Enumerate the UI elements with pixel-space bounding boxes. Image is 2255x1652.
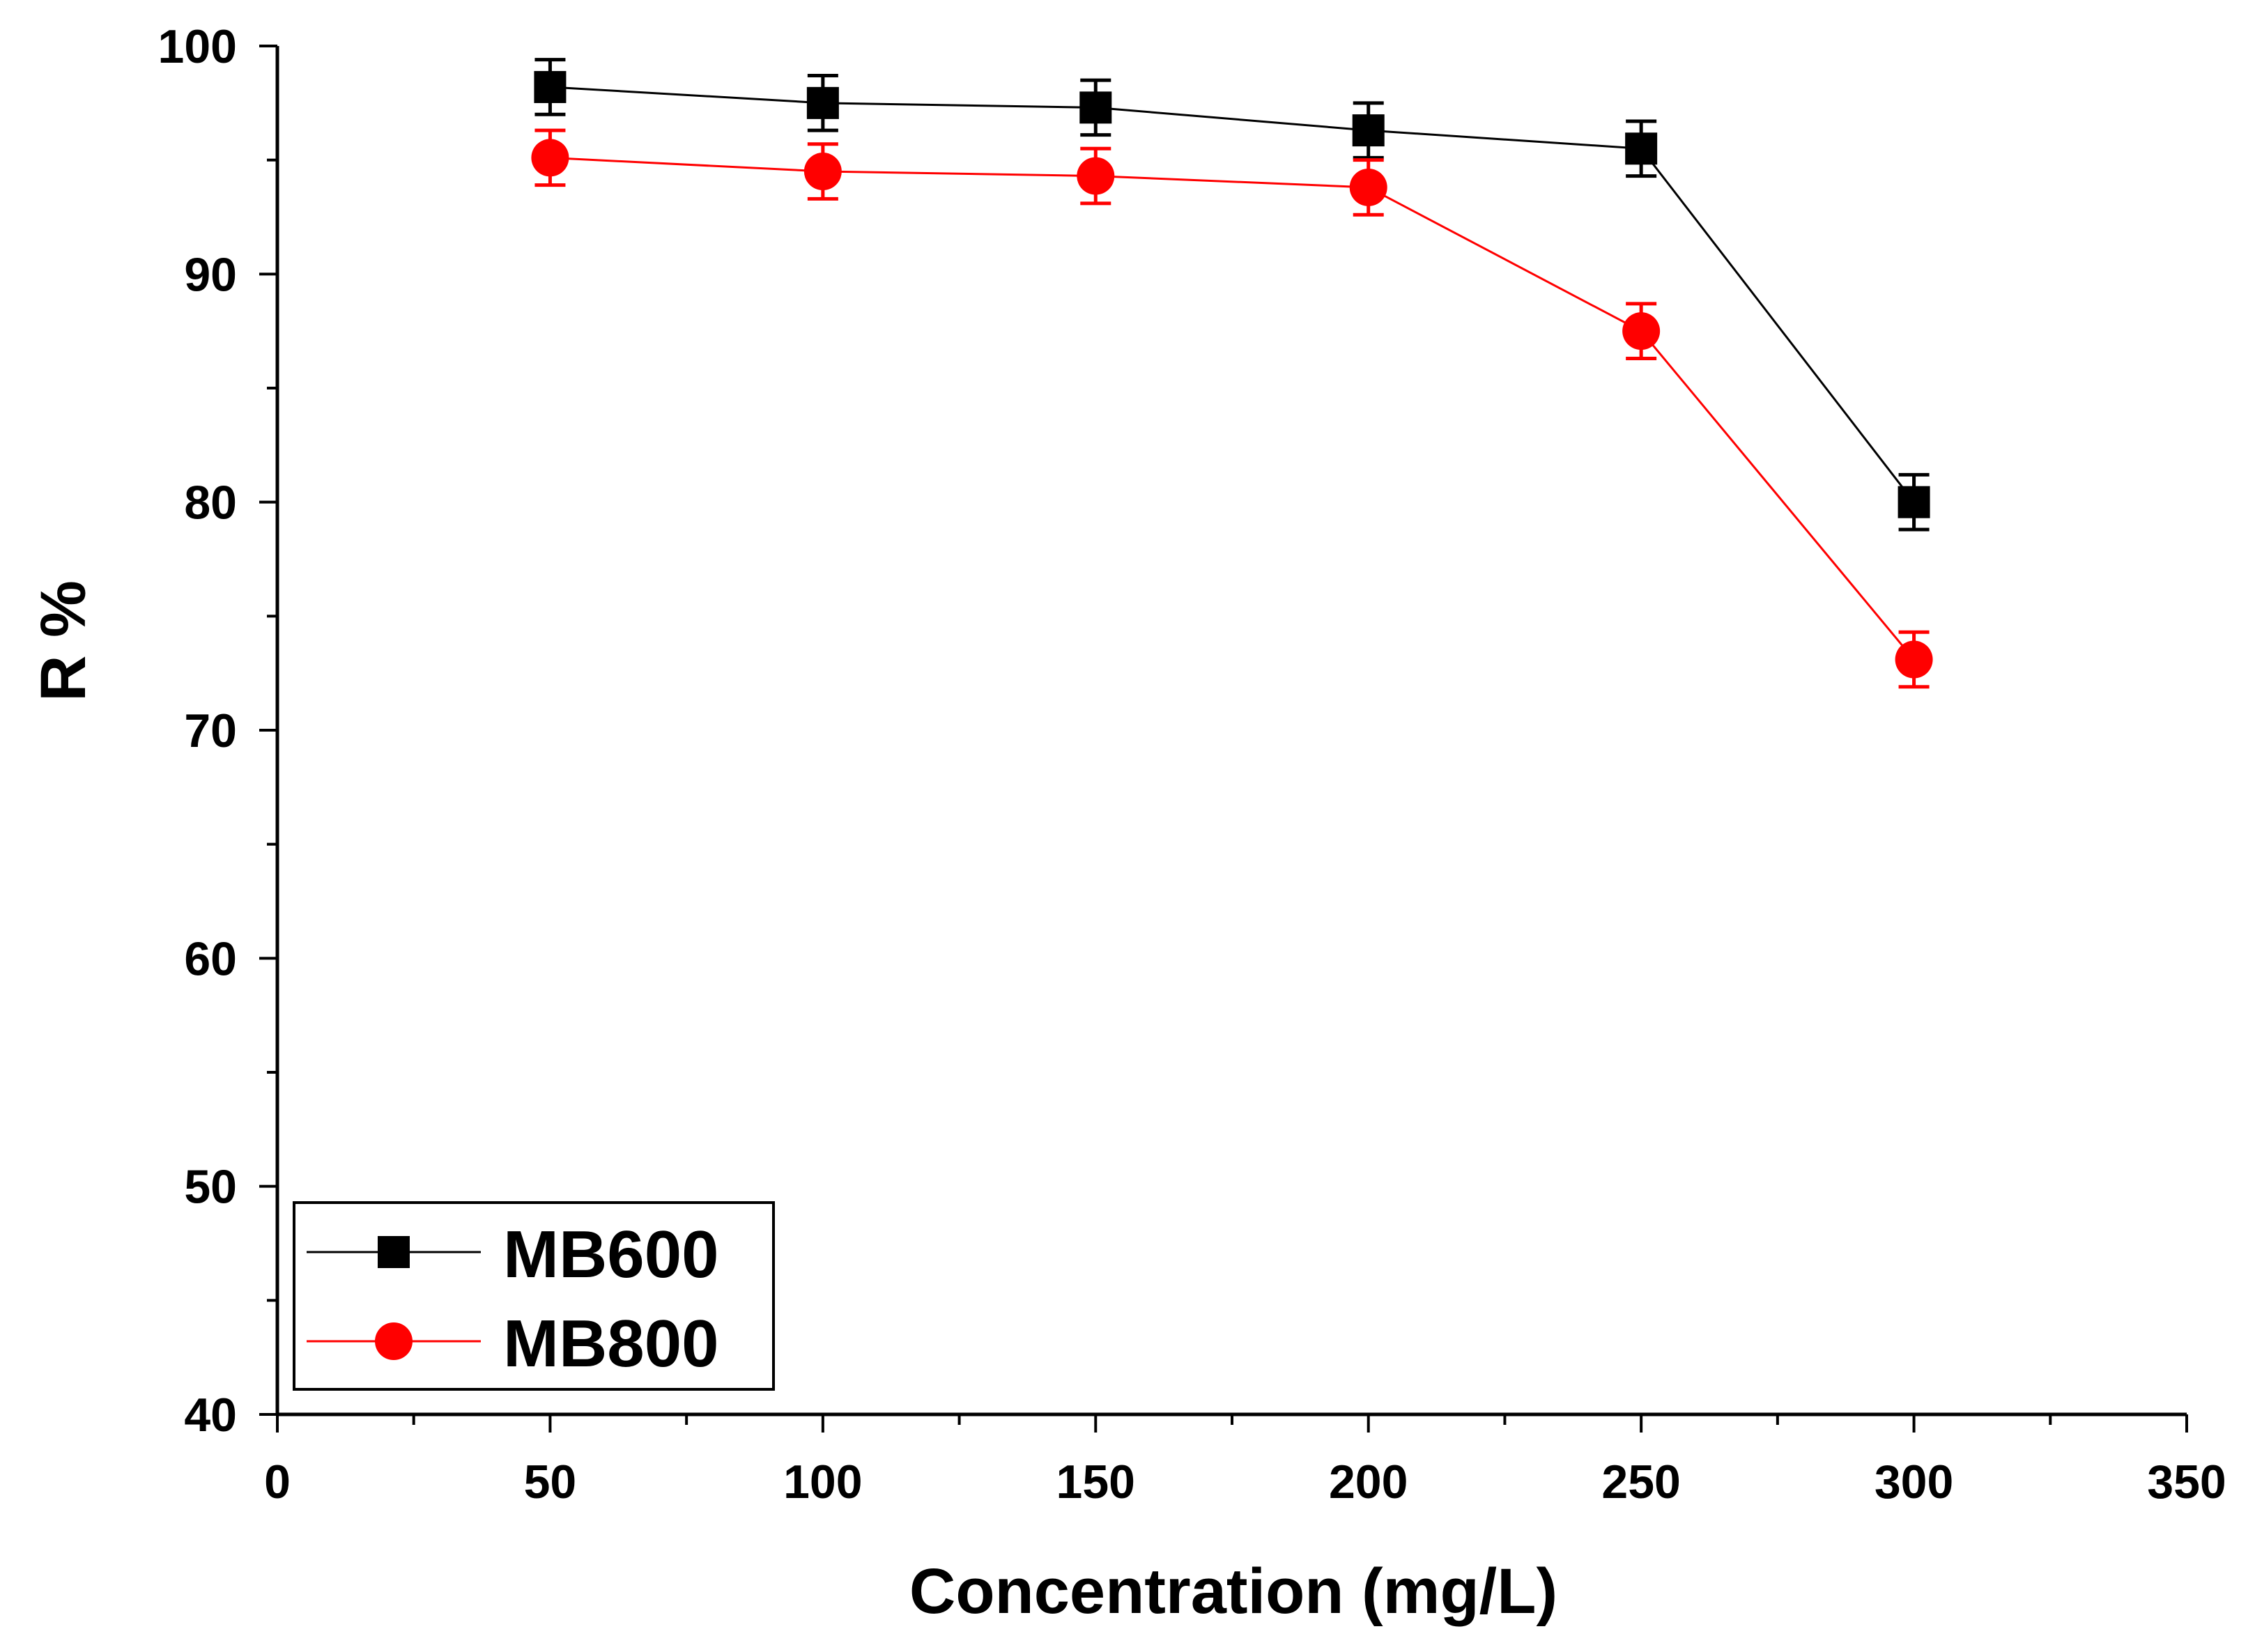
data-point [531,139,569,177]
y-tick-label: 60 [184,932,237,985]
x-tick-label: 250 [1601,1456,1680,1508]
data-point [1898,486,1930,518]
data-point [1352,114,1385,147]
series-MB800 [531,128,1933,689]
series-MB600 [534,58,1930,532]
y-tick-label: 100 [158,20,237,73]
x-tick-label: 100 [783,1456,862,1508]
x-tick-label: 200 [1329,1456,1408,1508]
legend-box [293,1201,775,1391]
data-point [1622,312,1661,350]
legend-label: MB600 [503,1217,718,1292]
x-axis-title: Concentration (mg/L) [909,1556,1557,1627]
data-point [1079,91,1112,124]
x-tick-label: 300 [1875,1456,1953,1508]
legend-marker [375,1322,413,1360]
y-tick-label: 40 [184,1389,237,1442]
x-tick-label: 0 [264,1456,291,1508]
data-point [1349,168,1387,206]
data-point [1077,157,1115,195]
x-tick-label: 150 [1056,1456,1135,1508]
series-layer [531,58,1933,689]
legend: MB600 MB800 [293,1201,775,1391]
data-point [534,70,567,103]
data-point [803,153,842,191]
x-tick-label: 350 [2147,1456,2226,1508]
data-point [806,86,839,119]
legend-marker [378,1236,410,1268]
y-tick-label: 90 [184,248,237,301]
data-point [1625,132,1658,165]
y-tick-label: 50 [184,1161,237,1214]
series-line [550,86,1915,503]
legend-label: MB800 [503,1306,718,1381]
x-tick-label: 50 [524,1456,577,1508]
y-axis-title: R % [28,580,99,702]
y-tick-label: 70 [184,704,237,757]
y-tick-label: 80 [184,477,237,530]
data-point [1895,640,1933,679]
axes: 0 50 100 150 200 250 300 350 40 50 60 70 80 90 100 [158,20,2226,1508]
series-line [550,156,1915,661]
